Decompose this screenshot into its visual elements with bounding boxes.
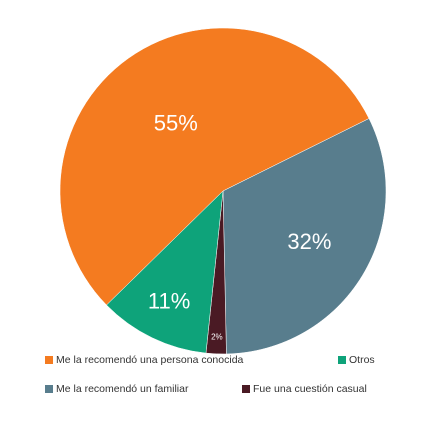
legend-label: Fue una cuestión casual bbox=[253, 383, 367, 395]
slice-label: 2% bbox=[211, 333, 223, 342]
pie-slice bbox=[106, 190, 224, 354]
slice-label: 32% bbox=[287, 229, 331, 254]
legend-swatch bbox=[45, 385, 53, 393]
legend-swatch bbox=[338, 356, 346, 364]
legend-swatch bbox=[242, 385, 250, 393]
slice-label: 11% bbox=[148, 288, 190, 313]
legend-label: Me la recomendó un familiar bbox=[56, 383, 189, 395]
pie-slice bbox=[222, 118, 387, 355]
legend-label: Me la recomendó una persona conocida bbox=[56, 354, 244, 366]
slice-label: 55% bbox=[154, 110, 198, 135]
legend-label: Otros bbox=[349, 354, 375, 366]
pie-slice bbox=[59, 27, 370, 306]
legend-swatch bbox=[45, 356, 53, 364]
